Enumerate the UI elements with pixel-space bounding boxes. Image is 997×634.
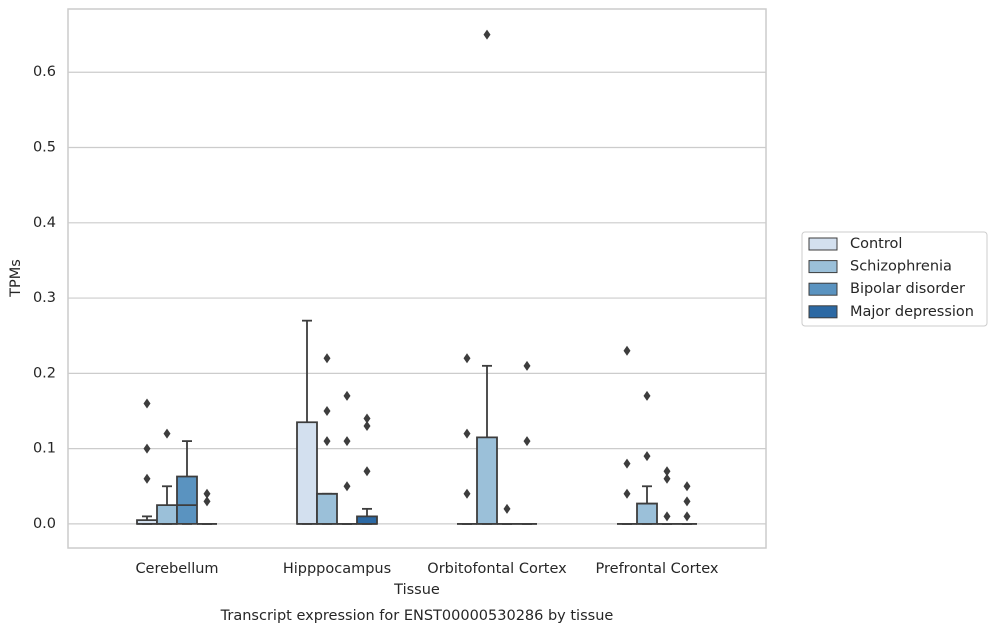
legend-label: Schizophrenia [850,259,952,275]
y-tick-label: 0.5 [33,140,56,156]
outlier [623,458,631,469]
y-axis-label: TPMs [8,259,24,298]
outlier [463,428,471,439]
y-tick-label: 0.0 [33,516,56,532]
legend-swatch [808,305,838,319]
outlier [203,488,211,499]
outlier [523,436,531,447]
y-tick-label: 0.2 [33,365,56,381]
box [356,515,378,525]
outlier [683,481,691,492]
outlier [343,390,351,401]
y-tick-label: 0.6 [33,64,56,80]
x-axis-label: Tissue [393,582,440,598]
outlier [463,488,471,499]
x-tick-label: Cerebellum [135,561,218,577]
outlier [323,436,331,447]
outlier [503,503,511,514]
outlier [663,473,671,484]
outlier [663,466,671,477]
legend-label: Bipolar disorder [850,281,965,297]
box [636,502,658,525]
box [316,492,338,525]
legend-label: Major depression [850,304,974,320]
box [296,421,318,525]
outlier [323,405,331,416]
x-tick-label: Orbitofontal Cortex [427,561,567,577]
outlier [143,473,151,484]
outlier [643,390,651,401]
outlier [683,496,691,507]
outlier [683,511,691,522]
legend-swatch [808,237,838,251]
outlier [483,29,491,40]
legend-label: Control [850,236,902,252]
outlier [623,488,631,499]
outlier [663,511,671,522]
plot-frame [67,8,767,549]
outlier [203,496,211,507]
y-tick-label: 0.3 [33,290,56,306]
outlier [143,443,151,454]
outlier [623,345,631,356]
box [176,475,198,525]
outlier [343,436,351,447]
legend-swatch [808,282,838,296]
outlier [363,413,371,424]
box [476,436,498,525]
outlier [463,353,471,364]
x-tick-label: Hipppocampus [283,561,391,577]
legend-box [801,231,988,327]
y-tick-label: 0.1 [33,441,56,457]
y-tick-label: 0.4 [33,215,56,231]
x-tick-label: Prefrontal Cortex [596,561,719,577]
outlier [323,353,331,364]
outlier [343,481,351,492]
outlier [643,451,651,462]
outlier [523,360,531,371]
chart-title: Transcript expression for ENST0000053028… [220,608,614,624]
outlier [143,398,151,409]
box [156,504,178,525]
legend-swatch [808,260,838,274]
outlier [163,428,171,439]
outlier [363,466,371,477]
outlier [363,421,371,432]
